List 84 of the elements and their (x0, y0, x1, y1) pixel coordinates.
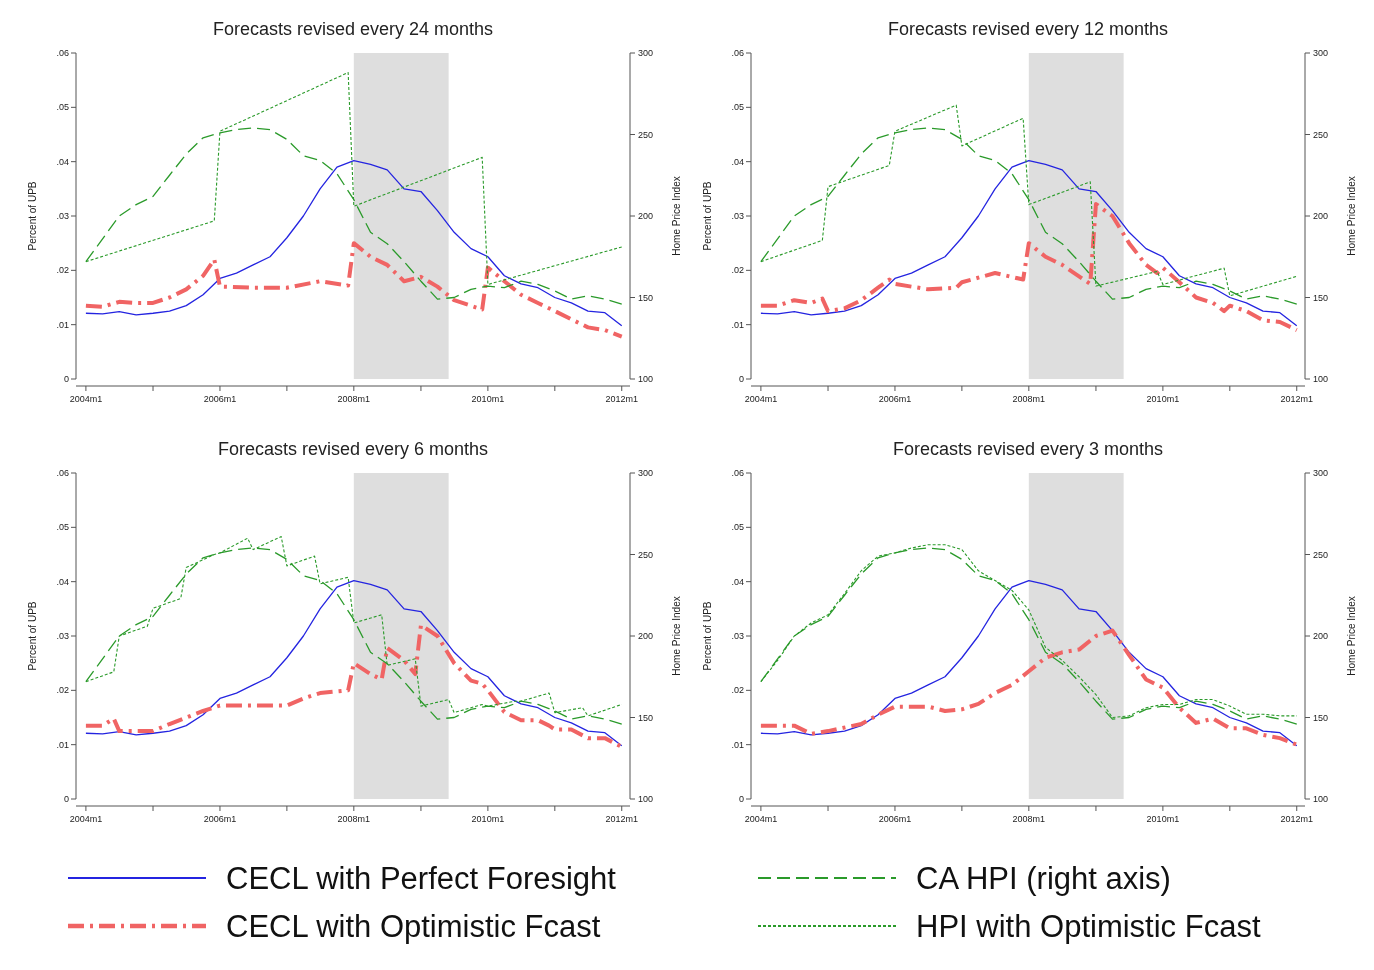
y-tick-label: .01 (731, 319, 744, 330)
x-tick-label: 2010m1 (471, 394, 505, 404)
y-tick-label: .02 (56, 265, 69, 276)
y2-tick-label: 300 (1313, 468, 1329, 478)
y-tick-label: .06 (731, 468, 744, 478)
x-tick-label: 2004m1 (744, 394, 778, 404)
x-tick-label: 2006m1 (878, 814, 912, 824)
x-tick-label: 2004m1 (69, 394, 103, 404)
legend-label: CECL with Perfect Foresight (226, 861, 617, 896)
y-tick-label: .05 (731, 102, 744, 113)
y-tick-label: .06 (56, 48, 69, 58)
y-tick-label: .04 (731, 156, 744, 167)
x-tick-label: 2008m1 (337, 394, 371, 404)
y-axis-title: Percent of UPB (27, 601, 38, 671)
y-tick-label: .06 (56, 468, 69, 478)
y-tick-label: .04 (56, 156, 69, 167)
y2-axis-title: Home Price Index (671, 596, 682, 676)
y2-tick-label: 150 (1313, 712, 1329, 723)
x-tick-label: 2010m1 (1146, 814, 1180, 824)
y-tick-label: .03 (56, 211, 69, 221)
y-tick-label: 0 (738, 794, 744, 804)
x-tick-label: 2006m1 (878, 394, 912, 404)
y-tick-label: .02 (731, 685, 744, 696)
y-tick-label: .01 (731, 739, 744, 750)
x-tick-label: 2012m1 (1280, 814, 1314, 824)
y-tick-label: 0 (738, 374, 744, 384)
y2-tick-label: 250 (638, 549, 654, 560)
x-tick-label: 2008m1 (1012, 394, 1046, 404)
y-axis-title: Percent of UPB (702, 181, 713, 251)
y2-tick-label: 200 (1313, 211, 1329, 221)
x-tick-label: 2012m1 (1280, 394, 1314, 404)
x-tick-label: 2006m1 (203, 814, 237, 824)
y-tick-label: .03 (731, 631, 744, 641)
y-tick-label: 0 (63, 794, 69, 804)
chart-title: Forecasts revised every 6 months (217, 439, 489, 459)
x-tick-label: 2012m1 (605, 394, 639, 404)
y-tick-label: .06 (731, 48, 744, 58)
legend-label: HPI with Optimistic Fcast (916, 909, 1261, 944)
y-tick-label: .04 (56, 576, 69, 587)
y2-tick-label: 150 (1313, 292, 1329, 303)
y2-tick-label: 200 (638, 631, 654, 641)
y-axis-title: Percent of UPB (27, 181, 38, 251)
y-tick-label: .01 (56, 739, 69, 750)
x-tick-label: 2006m1 (203, 394, 237, 404)
y-tick-label: .05 (56, 522, 69, 533)
y2-axis-title: Home Price Index (1346, 596, 1357, 676)
x-tick-label: 2004m1 (69, 814, 103, 824)
y2-tick-label: 250 (1313, 549, 1329, 560)
chart-title: Forecasts revised every 12 months (887, 19, 1169, 39)
y2-tick-label: 200 (1313, 631, 1329, 641)
y-tick-label: .04 (731, 576, 744, 587)
y2-tick-label: 200 (638, 211, 654, 221)
y2-tick-label: 300 (638, 48, 654, 58)
y-axis-title: Percent of UPB (702, 601, 713, 671)
y2-tick-label: 250 (1313, 129, 1329, 140)
x-tick-label: 2008m1 (1012, 814, 1046, 824)
x-tick-label: 2008m1 (337, 814, 371, 824)
x-tick-label: 2010m1 (1146, 394, 1180, 404)
y-tick-label: 0 (63, 374, 69, 384)
y-tick-label: .01 (56, 319, 69, 330)
y2-tick-label: 150 (638, 712, 654, 723)
y2-tick-label: 300 (638, 468, 654, 478)
y-tick-label: .03 (56, 631, 69, 641)
y2-tick-label: 250 (638, 129, 654, 140)
y-tick-label: .02 (56, 685, 69, 696)
y2-tick-label: 100 (638, 374, 654, 384)
y2-axis-title: Home Price Index (1346, 176, 1357, 256)
y-tick-label: .03 (731, 211, 744, 221)
y2-tick-label: 100 (638, 794, 654, 804)
x-tick-label: 2012m1 (605, 814, 639, 824)
y2-tick-label: 300 (1313, 48, 1329, 58)
x-tick-label: 2004m1 (744, 814, 778, 824)
x-tick-label: 2010m1 (471, 814, 505, 824)
y-tick-label: .05 (56, 102, 69, 113)
y2-tick-label: 100 (1313, 374, 1329, 384)
chart-title: Forecasts revised every 24 months (212, 19, 494, 39)
y2-tick-label: 100 (1313, 794, 1329, 804)
y2-axis-title: Home Price Index (671, 176, 682, 256)
y-tick-label: .02 (731, 265, 744, 276)
y-tick-label: .05 (731, 522, 744, 533)
y2-tick-label: 150 (638, 292, 654, 303)
legend-label: CECL with Optimistic Fcast (226, 909, 601, 944)
chart-title: Forecasts revised every 3 months (892, 439, 1164, 459)
legend-label: CA HPI (right axis) (916, 861, 1171, 896)
